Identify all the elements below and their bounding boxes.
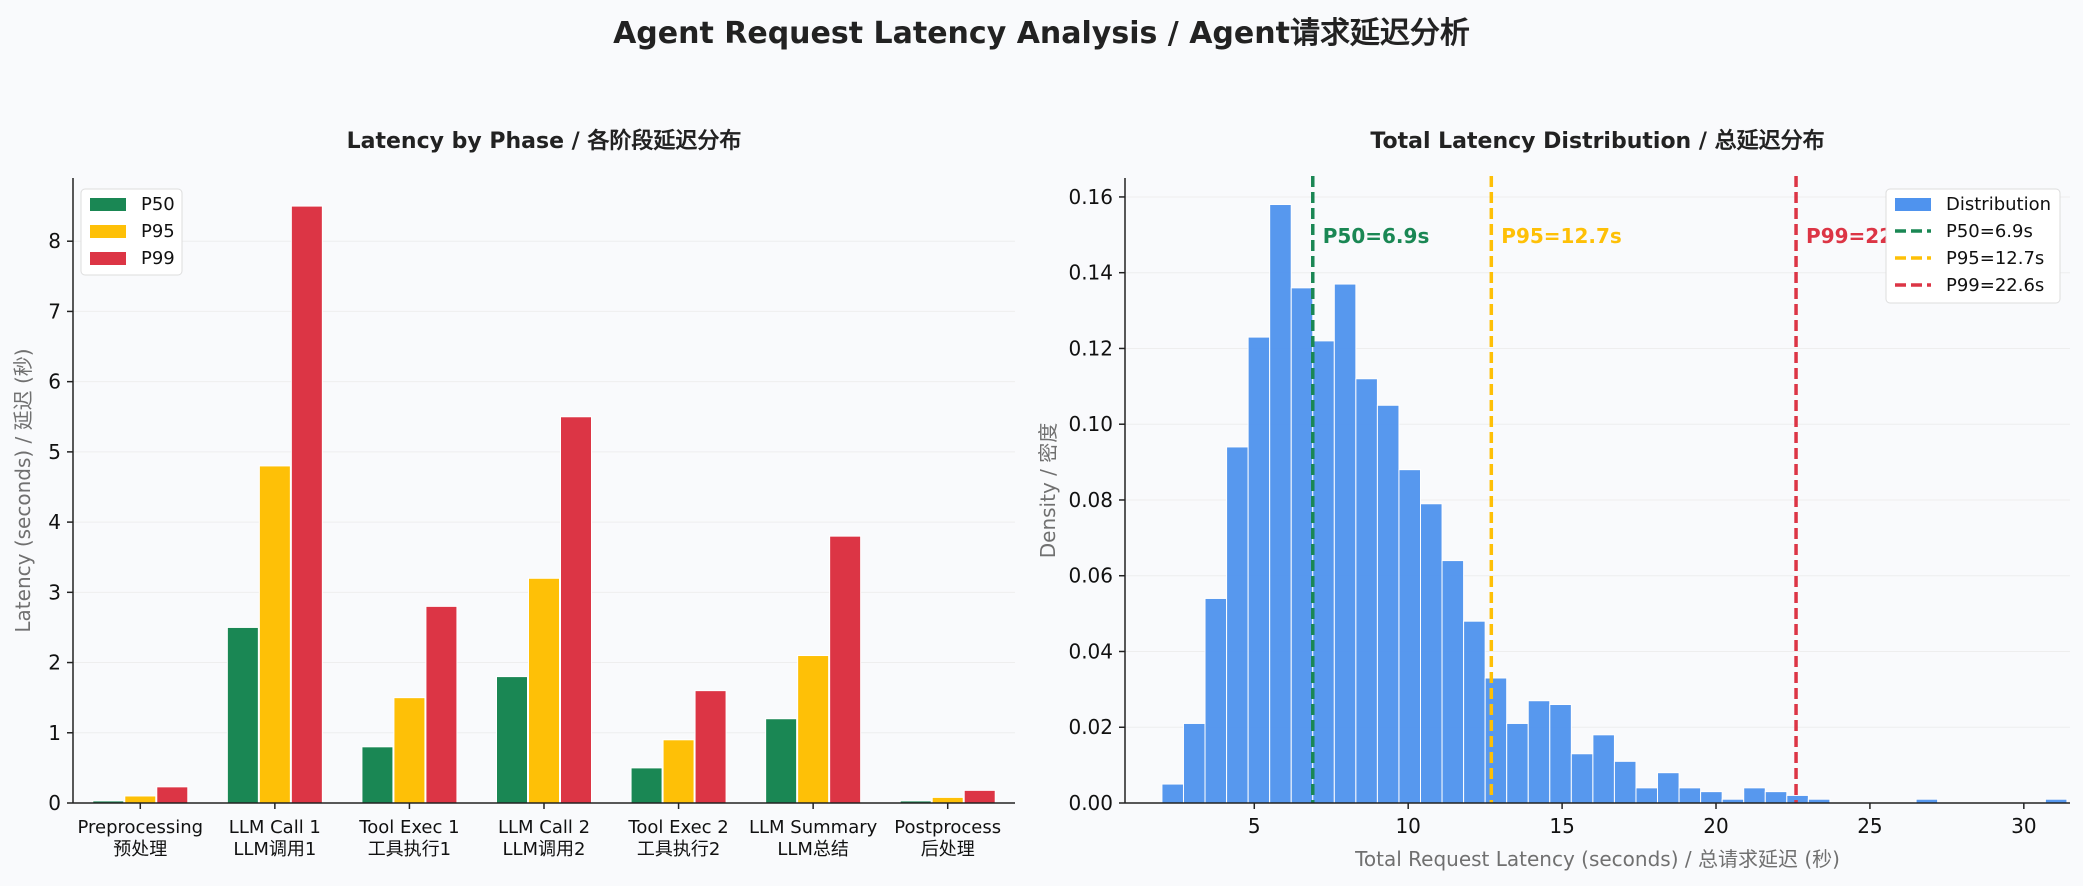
legend-swatch-p50 — [90, 198, 126, 211]
y-tick-label: 6 — [48, 370, 61, 394]
y-tick-label: 2 — [48, 651, 61, 675]
legend-swatch-distribution — [1895, 198, 1931, 211]
histogram-bin — [1398, 469, 1422, 804]
y-tick-label: 3 — [48, 580, 61, 604]
histogram-bin — [1161, 783, 1184, 804]
x-tick-label: 15 — [1549, 814, 1574, 838]
histogram-bin — [1355, 378, 1378, 804]
x-tick-label: 20 — [1703, 814, 1728, 838]
y-tick-label: 0.16 — [1068, 185, 1113, 209]
figure-title: Agent Request Latency Analysis / Agent请求… — [613, 16, 1470, 51]
legend-label: Distribution — [1946, 194, 2051, 215]
category-label: Postprocess — [894, 817, 1001, 838]
category-label: LLM Summary — [749, 817, 878, 838]
x-axis-label: Total Request Latency (seconds) / 总请求延迟 … — [1354, 847, 1840, 871]
bar-p95 — [258, 465, 291, 804]
bar-p50 — [496, 676, 528, 804]
phase-chart-title: Latency by Phase / 各阶段延迟分布 — [347, 128, 742, 154]
histogram-bin — [1592, 734, 1615, 804]
legend-swatch-p99 — [90, 252, 126, 265]
x-tick-label: 30 — [2011, 814, 2036, 838]
category-label-cn: 工具执行2 — [637, 839, 720, 860]
legend-label-p50: P50 — [141, 194, 175, 215]
histogram-bin — [1226, 446, 1249, 804]
y-tick-label: 0.00 — [1068, 791, 1113, 815]
bar-p50 — [630, 767, 663, 804]
category-label-cn: LLM调用1 — [233, 839, 316, 860]
histogram-bin — [1484, 677, 1508, 804]
category-label: LLM Call 1 — [229, 817, 321, 838]
category-label-cn: 工具执行1 — [368, 839, 451, 860]
histogram-title: Total Latency Distribution / 总延迟分布 — [1370, 128, 1824, 154]
histogram-bin — [1312, 340, 1335, 804]
histogram-bin — [1613, 760, 1637, 804]
histogram-bin — [1204, 597, 1228, 804]
category-label-cn: 预处理 — [113, 839, 167, 860]
histogram-bin — [1290, 287, 1314, 804]
bar-p99 — [694, 690, 727, 804]
histogram-bin — [1743, 787, 1766, 804]
histogram-bin — [1463, 620, 1486, 804]
histogram-bin — [1420, 503, 1443, 804]
bar-p95 — [528, 577, 560, 804]
category-label: Preprocessing — [77, 817, 203, 838]
y-tick-label: 0.10 — [1068, 412, 1113, 436]
y-tick-label: 5 — [48, 440, 61, 464]
y-tick-label: 0.14 — [1068, 261, 1113, 285]
histogram-bin — [1333, 283, 1357, 804]
bar-p99 — [829, 535, 862, 804]
x-tick-label: 25 — [1857, 814, 1882, 838]
category-label-cn: LLM调用2 — [502, 839, 585, 860]
legend-swatch-p95 — [90, 225, 126, 238]
y-tick-label: 0.02 — [1068, 715, 1113, 739]
legend-label: P95=12.7s — [1946, 248, 2044, 269]
y-tick-label: 0 — [48, 791, 61, 815]
histogram-bin — [1549, 704, 1572, 804]
histogram-bin — [1764, 791, 1788, 804]
bar-p50 — [765, 718, 798, 804]
bar-p99 — [425, 605, 458, 804]
y-tick-label: 1 — [48, 721, 61, 745]
histogram-bin — [1678, 787, 1702, 804]
category-label: Tool Exec 2 — [627, 817, 728, 838]
legend-label-p95: P95 — [141, 221, 175, 242]
y-axis-label: Density / 密度 — [1036, 423, 1060, 559]
bar-p95 — [797, 655, 830, 804]
histogram-bin — [1506, 722, 1529, 804]
category-label: LLM Call 2 — [498, 817, 590, 838]
histogram-bin — [1441, 560, 1465, 804]
percentile-annotation-0: P50=6.9s — [1323, 224, 1430, 248]
histogram-bin — [1376, 404, 1400, 804]
x-tick-label: 10 — [1395, 814, 1420, 838]
x-tick-label: 5 — [1248, 814, 1261, 838]
legend-label: P99=22.6s — [1946, 275, 2044, 296]
legend-label: P50=6.9s — [1946, 221, 2033, 242]
legend-box — [1885, 188, 2061, 304]
histogram-bin — [1700, 791, 1723, 804]
histogram-bin — [1570, 753, 1594, 804]
histogram-bin — [1635, 787, 1659, 804]
y-axis-label: Latency (seconds) / 延迟 (秒) — [11, 348, 35, 632]
category-label-cn: 后处理 — [921, 839, 975, 860]
y-tick-label: 0.06 — [1068, 564, 1113, 588]
y-tick-label: 0.12 — [1068, 336, 1113, 360]
y-tick-label: 7 — [48, 299, 61, 323]
y-tick-label: 4 — [48, 510, 61, 534]
y-tick-label: 0.04 — [1068, 639, 1113, 663]
percentile-annotation-1: P95=12.7s — [1501, 224, 1622, 248]
bar-p50 — [361, 746, 394, 804]
histogram-bin — [1657, 772, 1680, 804]
legend-label-p99: P99 — [141, 248, 175, 269]
y-tick-label: 8 — [48, 229, 61, 253]
histogram-bin — [1527, 700, 1551, 804]
histogram-bin — [1269, 204, 1292, 804]
category-label-cn: LLM总结 — [777, 839, 849, 860]
category-label: Tool Exec 1 — [358, 817, 459, 838]
histogram-bin — [1182, 722, 1206, 804]
histogram-bin — [1247, 336, 1271, 804]
y-tick-label: 0.08 — [1068, 488, 1113, 512]
